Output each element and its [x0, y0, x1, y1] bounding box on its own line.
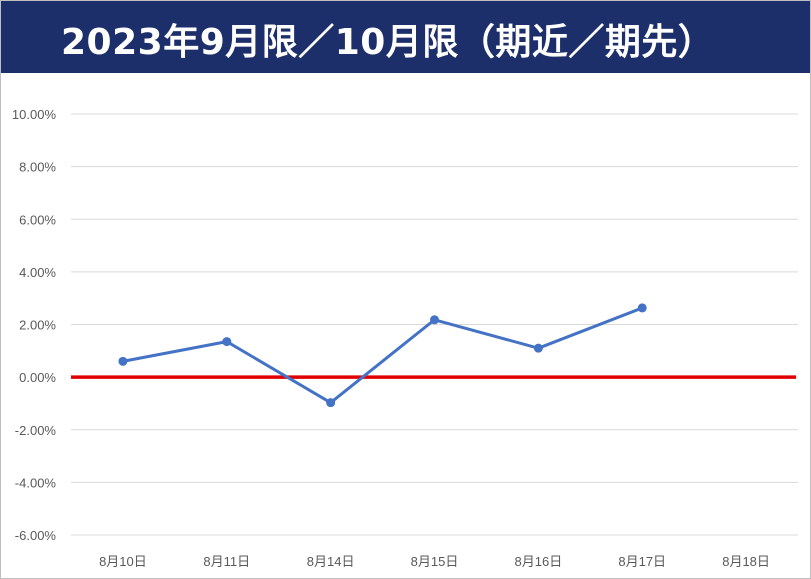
- x-tick-label: 8月17日: [618, 554, 666, 569]
- series-layer: [118, 303, 647, 408]
- data-point: [222, 337, 232, 347]
- y-tick-label: 2.00%: [19, 318, 56, 333]
- y-tick-label: -6.00%: [15, 528, 57, 543]
- y-axis-ticks: 10.00% 8.00% 6.00% 4.00% 2.00% 0.00% -2.00% -4.…: [12, 107, 57, 543]
- data-point: [430, 315, 439, 325]
- x-tick-label: 8月10日: [99, 554, 147, 569]
- y-tick-label: 10.00%: [12, 107, 57, 122]
- y-tick-label: -2.00%: [15, 423, 57, 438]
- x-tick-label: 8月18日: [722, 554, 770, 569]
- gridlines: [71, 113, 798, 536]
- x-tick-label: 8月15日: [411, 554, 459, 569]
- y-tick-label: 6.00%: [19, 212, 56, 227]
- chart-title: 2023年9月限／10月限（期近／期先）: [61, 22, 715, 63]
- y-tick-label: 4.00%: [19, 265, 56, 280]
- y-tick-label: 8.00%: [19, 160, 56, 175]
- data-point: [118, 356, 128, 366]
- title-bar: 2023年9月限／10月限（期近／期先）: [1, 1, 810, 73]
- y-tick-label: 0.00%: [19, 370, 56, 385]
- x-tick-label: 8月14日: [307, 554, 355, 569]
- data-point: [637, 303, 647, 313]
- data-point: [533, 343, 543, 353]
- series-line: [122, 306, 643, 405]
- x-tick-label: 8月16日: [515, 554, 563, 569]
- data-point: [326, 398, 336, 408]
- y-tick-label: -4.00%: [15, 475, 57, 490]
- x-tick-label: 8月11日: [203, 554, 250, 569]
- x-axis-ticks: 8月10日 8月11日 8月14日 8月15日 8月16日 8月17日 8月18日: [99, 554, 770, 569]
